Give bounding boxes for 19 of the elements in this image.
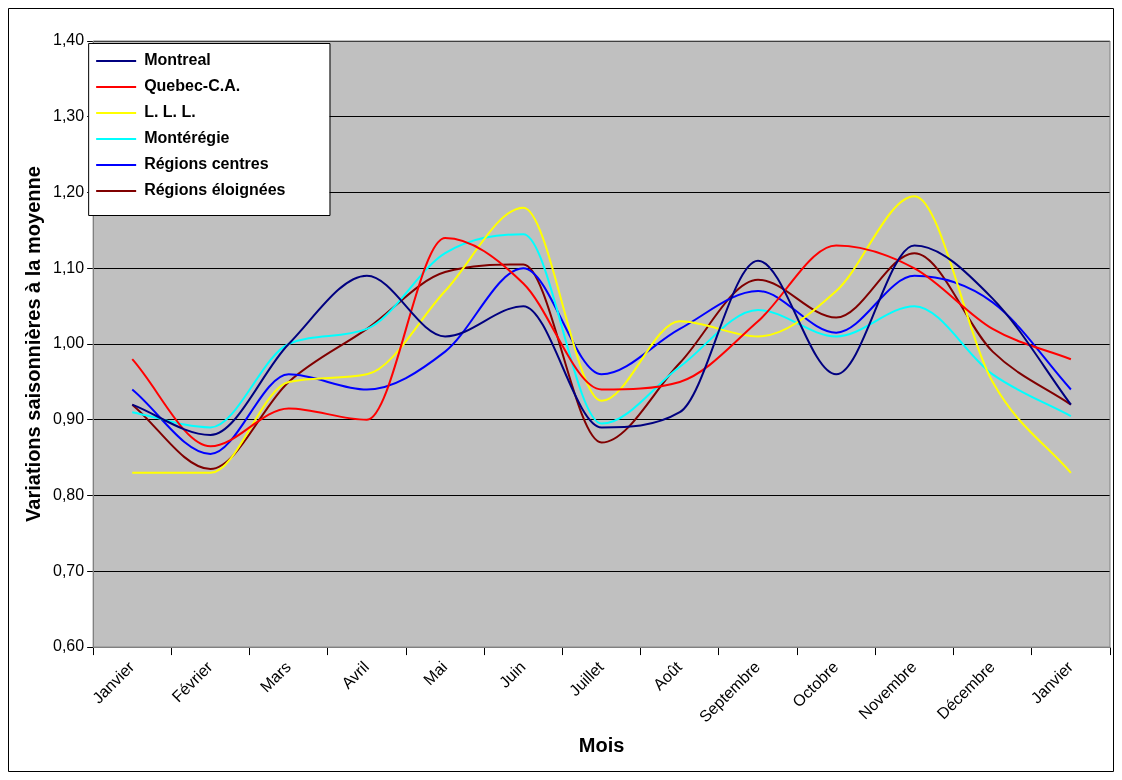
- legend-label: Régions éloignées: [144, 181, 286, 199]
- x-tick-label: Juin: [495, 658, 529, 691]
- y-tick-label: 1,10: [53, 258, 85, 276]
- legend-label: L. L. L.: [144, 103, 196, 121]
- y-tick-label: 1,20: [53, 182, 85, 200]
- y-tick-label: 1,30: [53, 107, 85, 125]
- y-tick-label: 1,40: [53, 31, 85, 49]
- legend-label: Quebec-C.A.: [144, 77, 241, 95]
- x-tick-label: Mai: [420, 658, 451, 689]
- legend-label: Montreal: [144, 51, 211, 69]
- y-tick-label: 0,80: [53, 485, 85, 503]
- legend-label: Régions centres: [144, 155, 269, 173]
- y-tick-label: 0,70: [53, 561, 85, 579]
- y-tick-label: 1,00: [53, 334, 85, 352]
- y-axis-title: Variations saisonnières à la moyenne: [21, 166, 44, 522]
- legend-label: Montérégie: [144, 129, 230, 147]
- y-tick-label: 0,60: [53, 637, 85, 655]
- x-axis-title: Mois: [578, 733, 625, 756]
- y-tick-label: 0,90: [53, 410, 85, 428]
